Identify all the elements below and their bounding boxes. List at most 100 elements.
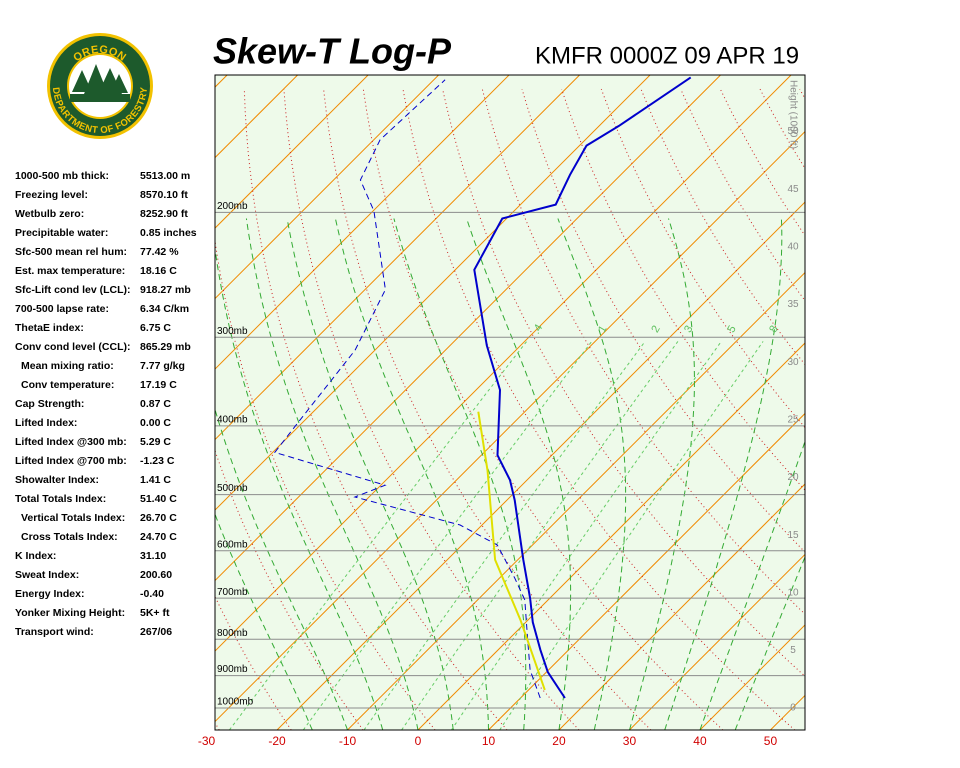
isotherm (629, 553, 805, 730)
stats-panel: 1000-500 mb thick: 5513.00 m Freezing leve… (15, 170, 197, 638)
x-tick-label: -10 (339, 734, 357, 748)
isotherm (215, 130, 805, 723)
isotherm (417, 342, 805, 730)
stat-label: Conv cond level (CCL): (15, 341, 131, 353)
moist-adiabat (699, 440, 805, 730)
stat-value: 865.29 mb (140, 341, 191, 353)
stat-label: Precipitable water: (15, 227, 108, 239)
stat-label: K Index: (15, 550, 56, 562)
mixing-ratio-label: 5 (725, 324, 738, 335)
y2-tick-label: 0 (790, 703, 796, 714)
stat-value: 18.16 C (140, 265, 177, 277)
x-tick-label: 20 (552, 734, 566, 748)
y2-tick-label: 20 (787, 472, 799, 483)
moist-adiabat (245, 218, 419, 730)
stat-value: 7.77 g/kg (140, 360, 185, 372)
moist-adiabat (334, 218, 489, 730)
isotherm (215, 75, 439, 300)
y-tick-label: 900mb (217, 664, 248, 675)
stat-label: Freezing level: (15, 189, 88, 201)
stat-value: 1.41 C (140, 474, 171, 486)
stat-label: Sfc-Lift cond lev (LCL): (15, 284, 131, 296)
moist-adiabat (629, 218, 695, 730)
mixing-ratio-line (302, 341, 593, 730)
stat-value: 267/06 (140, 626, 172, 638)
stat-value: 0.87 C (140, 398, 171, 410)
isotherm (215, 75, 651, 511)
y-tick-label: 500mb (217, 483, 248, 494)
stat-value: 51.40 C (140, 493, 177, 505)
mixing-ratio-line (401, 341, 679, 730)
moist-adiabat (664, 218, 783, 730)
stat-value: 24.70 C (140, 531, 177, 543)
mixing-ratio-label: 2 (649, 324, 662, 335)
dry-adiabat (323, 89, 652, 730)
stat-label: Transport wind: (15, 626, 94, 638)
isotherm (276, 201, 805, 730)
y-tick-label: 200mb (217, 201, 248, 212)
y-tick-label: 300mb (217, 326, 248, 337)
chart-subtitle: KMFR 0000Z 09 APR 19 (535, 42, 799, 69)
isotherm (488, 412, 805, 730)
stat-value: 31.10 (140, 550, 166, 562)
stat-value: -0.40 (140, 588, 164, 600)
stat-value: 6.75 C (140, 322, 171, 334)
profiles (273, 76, 692, 699)
temperature-line (473, 76, 692, 699)
dry-adiabat (879, 89, 960, 730)
y2-tick-label: 45 (787, 184, 799, 195)
y2-tick-label: 35 (787, 299, 799, 310)
isotherm (215, 75, 792, 652)
isotherm (215, 75, 580, 441)
stat-value: 77.42 % (140, 246, 179, 258)
dewpoint-line (273, 79, 541, 699)
stat-label: Sfc-500 mean rel hum: (15, 246, 127, 258)
plot-background (215, 75, 805, 730)
y2-tick-label: 25 (787, 414, 799, 425)
stat-value: 5.29 C (140, 436, 171, 448)
stat-value: 5K+ ft (140, 607, 170, 619)
stat-value: 8252.90 ft (140, 208, 188, 220)
stat-label: Cap Strength: (15, 398, 84, 410)
temperature-line (477, 411, 546, 691)
dry-adiabat (919, 89, 960, 730)
stat-label: Lifted Index: (15, 417, 77, 429)
isotherm (215, 75, 369, 229)
logo-trees (72, 64, 128, 94)
stat-label: Energy Index: (15, 588, 84, 600)
dry-adiabat (799, 88, 805, 100)
stat-value: 6.34 C/km (140, 303, 189, 315)
stat-value: 5513.00 m (140, 170, 190, 182)
x-tick-label: 0 (415, 734, 422, 748)
stat-value: 918.27 mb (140, 284, 191, 296)
stat-label: Sweat Index: (15, 569, 79, 581)
stat-label: Yonker Mixing Height: (15, 607, 125, 619)
chart-title: Skew-T Log-P (213, 31, 452, 72)
isotherm (215, 75, 721, 582)
x-tick-label: 10 (482, 734, 496, 748)
y-tick-label: 400mb (217, 415, 248, 426)
logo: OREGON DEPARTMENT OF FORESTRY (47, 33, 153, 139)
stat-label: Vertical Totals Index: (21, 512, 125, 524)
mixing-ratio-line (229, 341, 528, 730)
logo-ground (70, 94, 130, 102)
y-tick-label: 800mb (217, 628, 248, 639)
y2-tick-label: 30 (787, 357, 799, 368)
y2-tick-label: 40 (787, 241, 799, 252)
y2-axis-label: Height (1000 ft) (787, 80, 798, 149)
mixing-ratio-label: 1 (596, 324, 609, 335)
stat-value: 17.19 C (140, 379, 177, 391)
stat-label: Lifted Index @300 mb: (15, 436, 127, 448)
stat-label: Conv temperature: (21, 379, 114, 391)
axis-labels: -30 -20 -10 0 10 20 30 40 50.4 1 2 3 5 81000mb900mb80… (198, 80, 799, 748)
dry-adiabat (283, 89, 580, 730)
y-tick-label: 700mb (217, 587, 248, 598)
y2-tick-label: 10 (787, 587, 799, 598)
y-tick-label: 1000mb (217, 697, 254, 708)
isotherm (558, 483, 805, 730)
isotherm (347, 271, 805, 730)
stat-label: Cross Totals Index: (21, 531, 118, 543)
moist-adiabat (215, 407, 348, 730)
x-tick-label: -30 (198, 734, 216, 748)
